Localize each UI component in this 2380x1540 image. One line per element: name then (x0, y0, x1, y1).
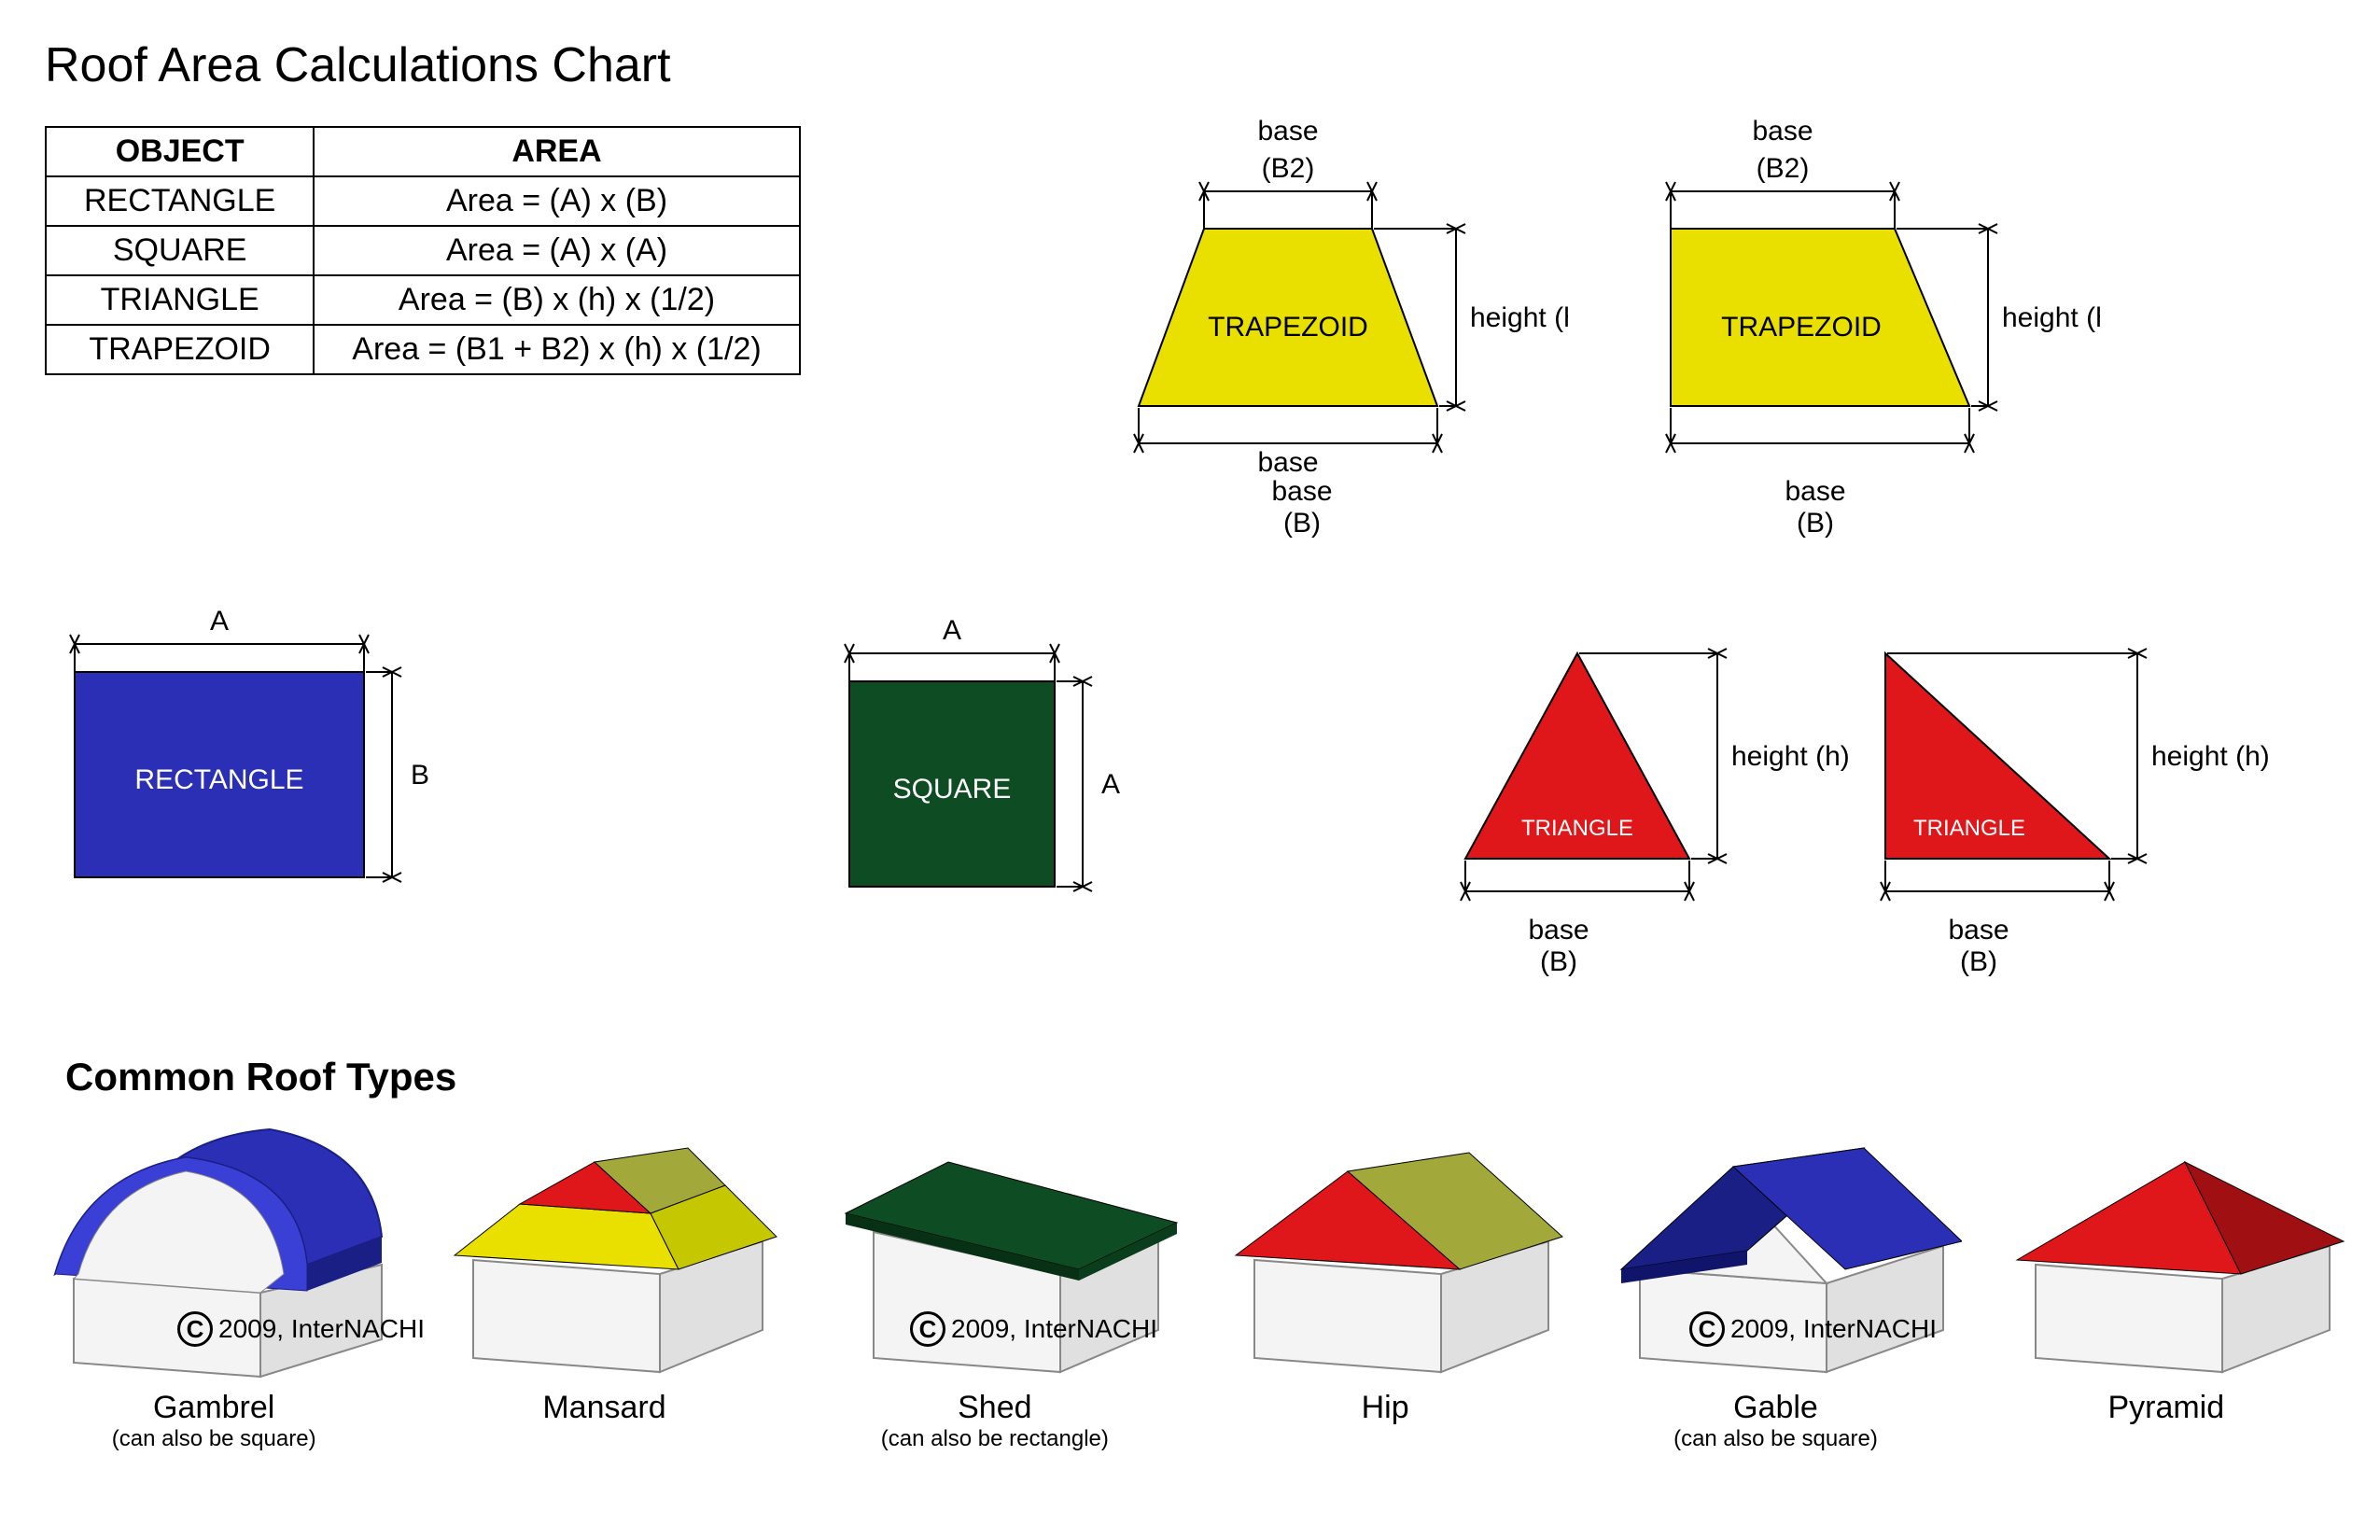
cell-object: TRAPEZOID (46, 325, 314, 374)
copyright-icon: C (910, 1311, 945, 1347)
copyright-text: 2009, InterNACHI (1730, 1314, 1937, 1344)
dim-a: A (943, 615, 961, 646)
copyright-1: C 2009, InterNACHI (177, 1311, 425, 1347)
cell-area: Area = (B1 + B2) x (h) x (1/2) (314, 325, 799, 374)
roof-label: Shed (800, 1390, 1190, 1426)
roof-label: Pyramid (1971, 1390, 2361, 1426)
chart-title: Roof Area Calculations Chart (45, 37, 671, 93)
triangle-diagram-2: TRIANGLE height (h) (1839, 597, 2287, 1008)
cell-area: Area = (B) x (h) x (1/2) (314, 275, 799, 325)
roof-mansard: Mansard (409, 1120, 799, 1512)
trapezoid-diagram-2: TRAPEZOID base (B2) height (h) (1615, 89, 2100, 490)
cell-area: Area = (A) x (A) (314, 226, 799, 275)
copyright-icon: C (1689, 1311, 1725, 1347)
square-diagram: SQUARE A A (803, 579, 1195, 952)
dim-height: height (h) (2002, 302, 2100, 333)
triangle-label: TRIANGLE (1913, 816, 2025, 841)
cell-object: SQUARE (46, 226, 314, 275)
square-label: SQUARE (893, 774, 1012, 805)
trapezoid-label: TRAPEZOID (1208, 312, 1368, 343)
table-row: RECTANGLE Area = (A) x (B) (46, 176, 800, 226)
dim-a: A (210, 606, 229, 637)
roof-label: Gambrel (19, 1390, 409, 1426)
dim-b-trapezoid1: base (B) (1232, 476, 1372, 539)
roof-sub: (can also be rectangle) (800, 1426, 1190, 1452)
mansard-icon (417, 1120, 791, 1381)
rectangle-label: RECTANGLE (134, 764, 303, 795)
dim-height: height (h) (1731, 741, 1850, 772)
dim-base-tri2: base (B) (1923, 915, 2035, 978)
trapezoid-label: TRAPEZOID (1721, 312, 1882, 343)
cell-object: TRIANGLE (46, 275, 314, 325)
section-heading: Common Roof Types (65, 1055, 456, 1099)
roof-pyramid: Pyramid (1971, 1120, 2361, 1512)
dim-b-trapezoid2: base (B) (1745, 476, 1885, 539)
roof-label: Hip (1190, 1390, 1580, 1426)
dim-b2-sym: (B2) (1262, 153, 1315, 184)
roof-hip: Hip (1190, 1120, 1580, 1512)
dim-b: B (411, 760, 429, 791)
copyright-2: C 2009, InterNACHI (910, 1311, 1157, 1347)
roof-label: Mansard (409, 1390, 799, 1426)
dim-base-tri1: base (B) (1503, 915, 1615, 978)
triangle-label: TRIANGLE (1521, 816, 1633, 841)
table-header-area: AREA (314, 127, 799, 176)
table-row: SQUARE Area = (A) x (A) (46, 226, 800, 275)
roof-sub: (can also be square) (1580, 1426, 1970, 1452)
trapezoid-diagram-1: TRAPEZOID base (B2) base height (h) (1083, 89, 1568, 490)
rectangle-diagram: RECTANGLE A B (28, 579, 476, 933)
dim-b2-sym: (B2) (1757, 153, 1810, 184)
dim-b2-top: base (1752, 116, 1813, 147)
copyright-3: C 2009, InterNACHI (1689, 1311, 1937, 1347)
roof-label: Gable (1580, 1390, 1970, 1426)
copyright-icon: C (177, 1311, 213, 1347)
dim-height: height (h) (2151, 741, 2270, 772)
pyramid-icon (1980, 1120, 2353, 1381)
triangle-diagram-1: TRIANGLE height (h) (1419, 597, 1867, 1008)
hip-icon (1198, 1120, 1572, 1381)
dim-b-bottom: base (1257, 447, 1318, 478)
table-header-object: OBJECT (46, 127, 314, 176)
formula-table: OBJECT AREA RECTANGLE Area = (A) x (B) S… (45, 126, 801, 375)
roof-sub: (can also be square) (19, 1426, 409, 1452)
dim-a-side: A (1101, 769, 1120, 800)
cell-area: Area = (A) x (B) (314, 176, 799, 226)
copyright-text: 2009, InterNACHI (218, 1314, 425, 1344)
table-row: TRIANGLE Area = (B) x (h) x (1/2) (46, 275, 800, 325)
table-row: TRAPEZOID Area = (B1 + B2) x (h) x (1/2) (46, 325, 800, 374)
dim-height: height (h) (1470, 302, 1568, 333)
cell-object: RECTANGLE (46, 176, 314, 226)
copyright-text: 2009, InterNACHI (951, 1314, 1157, 1344)
dim-b2-top: base (1257, 116, 1318, 147)
